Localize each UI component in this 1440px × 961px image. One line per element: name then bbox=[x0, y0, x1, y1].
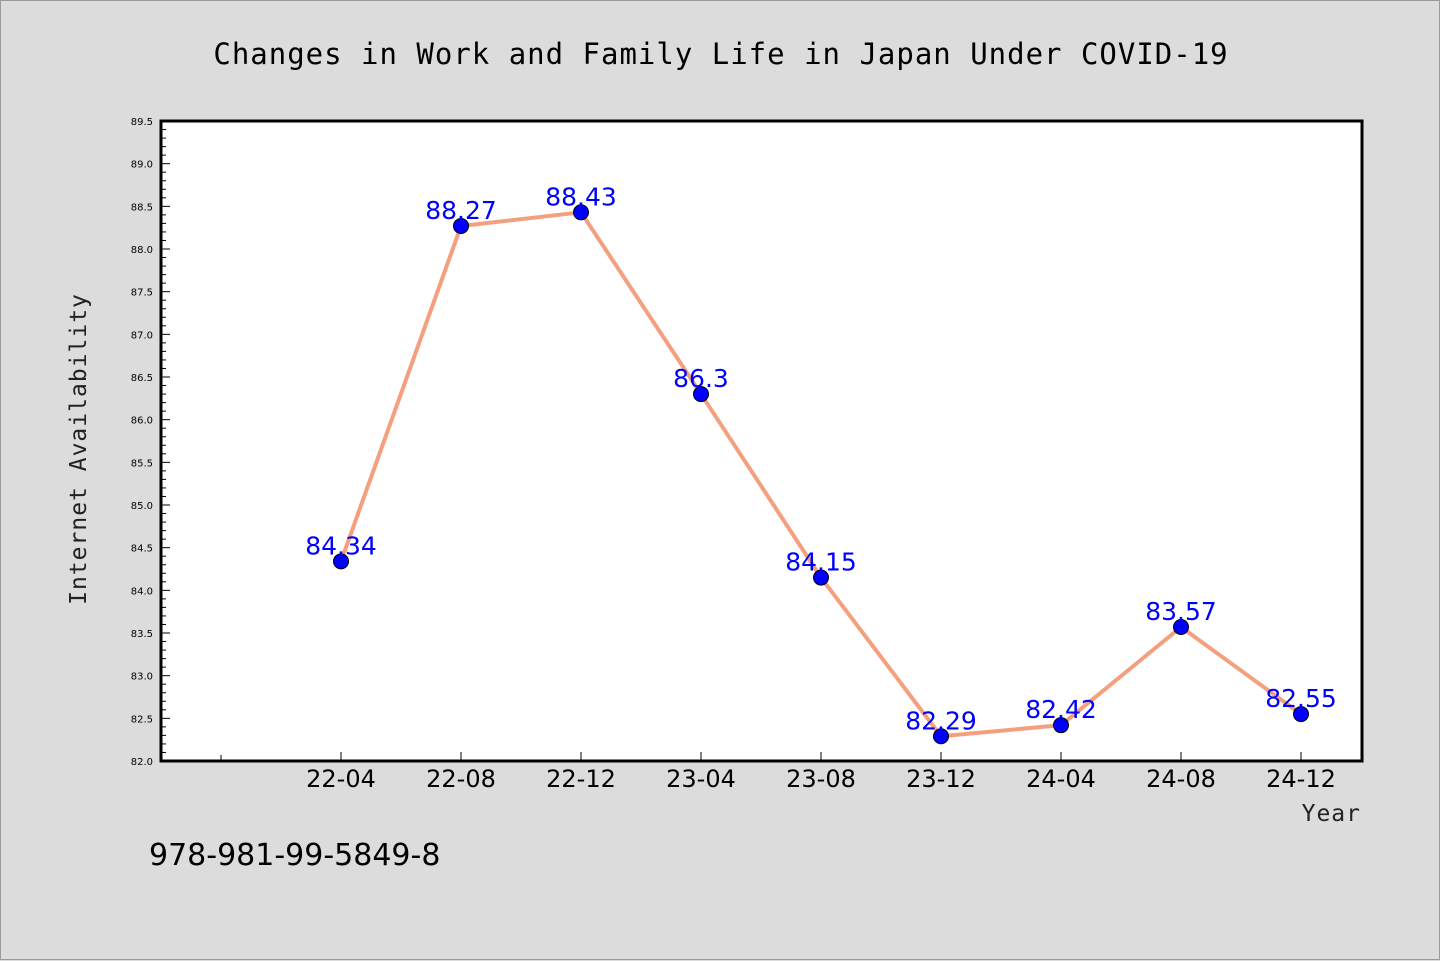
chart-title: Changes in Work and Family Life in Japan… bbox=[213, 37, 1228, 71]
y-tick-label: 84.5 bbox=[131, 544, 153, 555]
y-tick-label: 86.0 bbox=[131, 416, 153, 427]
y-tick-label: 87.0 bbox=[131, 330, 153, 341]
data-label: 88.43 bbox=[545, 182, 617, 211]
y-tick-label: 89.0 bbox=[131, 160, 153, 171]
y-tick-label: 87.5 bbox=[131, 288, 153, 299]
y-axis-label: Internet Availability bbox=[66, 293, 92, 605]
y-tick-label: 83.5 bbox=[131, 629, 153, 640]
x-tick-label: 22-12 bbox=[546, 765, 616, 793]
data-label: 83.57 bbox=[1145, 597, 1217, 626]
data-label: 84.34 bbox=[305, 531, 377, 560]
x-tick-label: 22-08 bbox=[426, 765, 496, 793]
data-point bbox=[693, 386, 709, 403]
x-tick-label: 23-08 bbox=[786, 765, 856, 793]
y-tick-label: 85.5 bbox=[131, 458, 153, 469]
data-point bbox=[333, 553, 349, 570]
x-axis: 22-04 22-08 22-12 23-04 23-08 23-12 24-04 24-08… bbox=[220, 752, 1336, 793]
data-markers bbox=[333, 204, 1309, 745]
data-label: 82.55 bbox=[1265, 684, 1337, 713]
y-tick-label: 88.0 bbox=[131, 245, 153, 256]
data-point bbox=[1173, 619, 1189, 636]
y-tick-label: 88.5 bbox=[131, 202, 153, 213]
data-point bbox=[933, 728, 949, 745]
y-tick-label: 89.5 bbox=[131, 117, 153, 128]
data-label: 82.42 bbox=[1025, 695, 1097, 724]
x-tick-label: 22-04 bbox=[306, 765, 376, 793]
data-label: 82.29 bbox=[905, 706, 977, 735]
y-tick-label: 82.5 bbox=[131, 714, 153, 725]
data-point bbox=[813, 569, 829, 586]
data-point bbox=[573, 204, 589, 221]
data-label: 84.15 bbox=[785, 548, 857, 577]
y-axis: 82.0 82.5 83.0 83.5 84.0 84.5 85.0 85.5 86.0 86.5… bbox=[131, 117, 170, 768]
y-tick-label: 86.5 bbox=[131, 373, 153, 384]
data-label: 88.27 bbox=[425, 196, 497, 225]
x-tick-label: 24-12 bbox=[1266, 765, 1336, 793]
data-label: 86.3 bbox=[673, 364, 729, 393]
plot-area bbox=[159, 119, 1364, 763]
y-tick-label: 85.0 bbox=[131, 501, 153, 512]
y-tick-label: 82.0 bbox=[131, 757, 153, 768]
x-axis-label: Year bbox=[1302, 801, 1361, 827]
data-point bbox=[1053, 717, 1069, 734]
y-tick-label: 83.0 bbox=[131, 672, 153, 683]
data-labels: 84.34 88.27 88.43 86.3 84.15 82.29 82.42 83.57 8… bbox=[305, 182, 1337, 735]
isbn-text: 978-981-99-5849-8 bbox=[149, 838, 440, 873]
x-tick-label: 23-04 bbox=[666, 765, 736, 793]
x-tick-label: 24-08 bbox=[1146, 765, 1216, 793]
data-point bbox=[1293, 706, 1309, 723]
x-tick-label: 23-12 bbox=[906, 765, 976, 793]
x-tick-label: 24-04 bbox=[1026, 765, 1096, 793]
y-tick-label: 84.0 bbox=[131, 586, 153, 597]
data-point bbox=[453, 217, 469, 234]
